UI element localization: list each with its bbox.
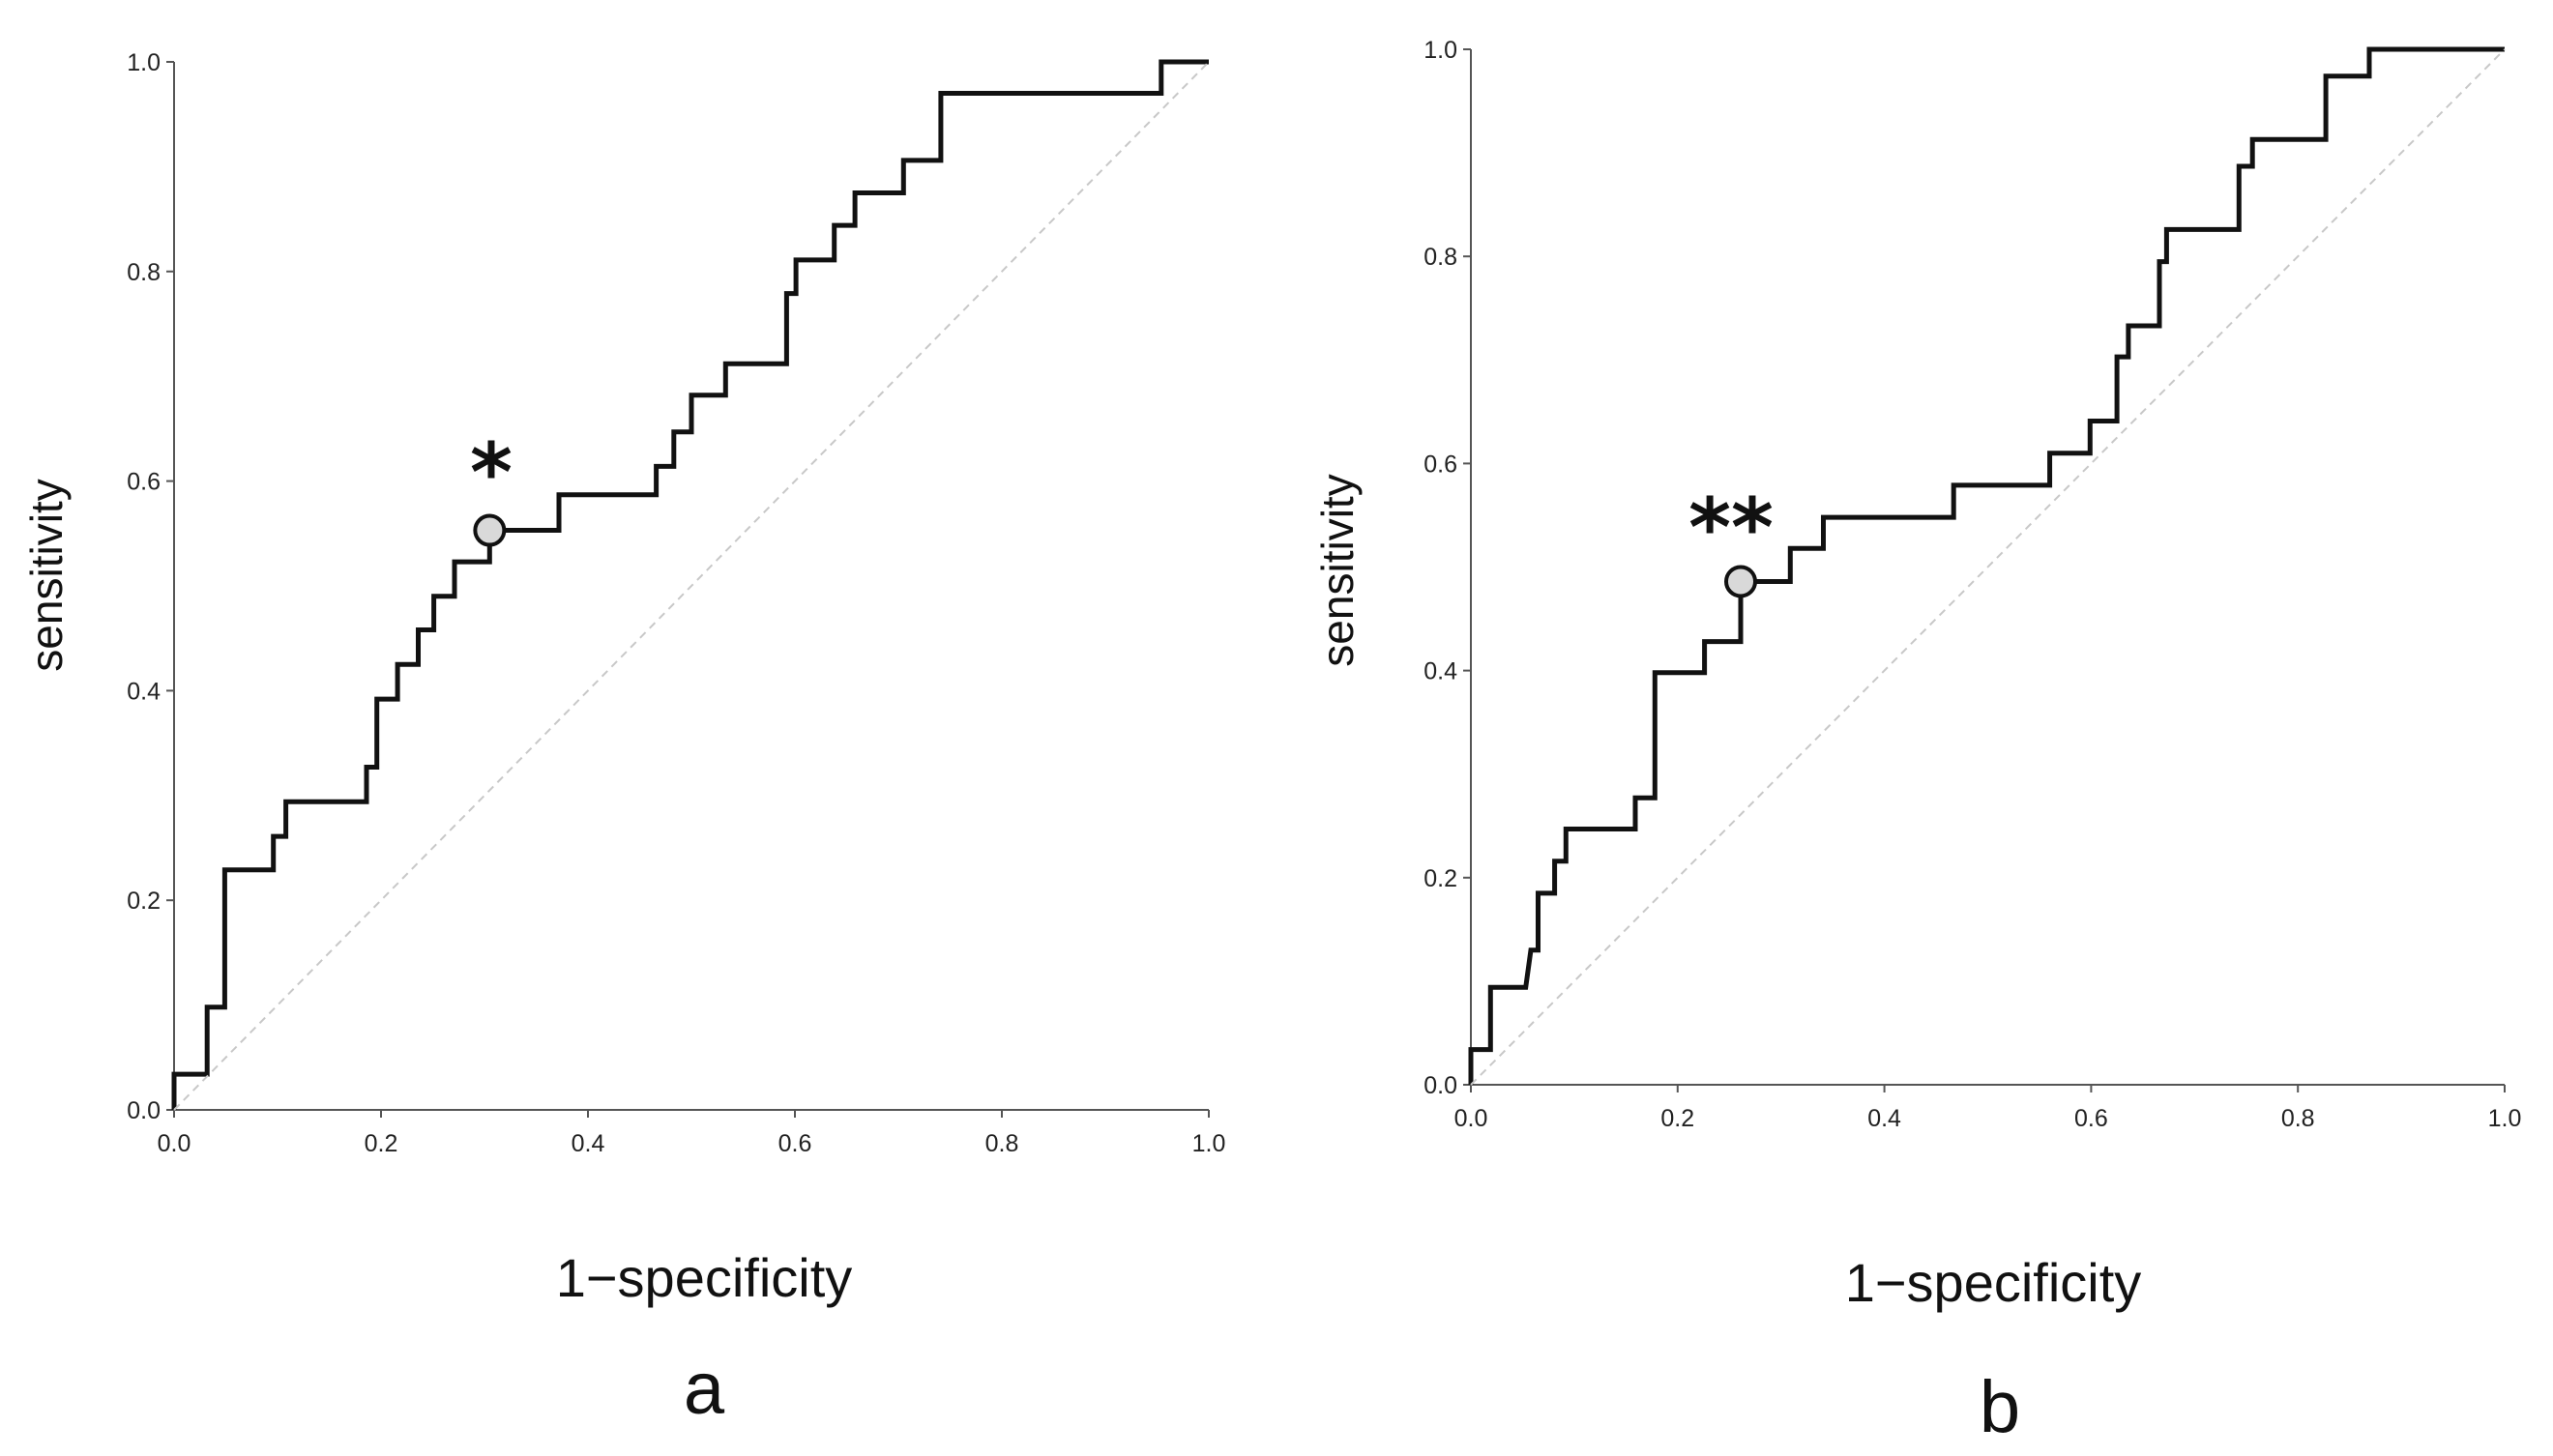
y-tick-label-a: 0.4 — [127, 678, 161, 705]
x-tick-label-b: 0.6 — [2074, 1105, 2108, 1132]
x-axis-label-b: 1−specificity — [1845, 1252, 2142, 1313]
cutoff-point-marker-b — [1724, 565, 1758, 598]
y-tick-label-a: 0.6 — [127, 469, 161, 496]
x-tick-label-b: 0.2 — [1660, 1105, 1694, 1132]
x-tick-label-a: 0.2 — [365, 1130, 398, 1157]
roc-panel-a: 0.0 0.2 0.4 0.6 0.8 1.0 0.0 0.2 0.4 0.6 0.8 1.0 sen… — [21, 39, 1354, 1430]
plot-area-b: 0.0 0.2 0.4 0.6 0.8 1.0 0.0 0.2 0.4 0.6 0.8 1.0 — [1423, 37, 2521, 1132]
cutoff-point-marker-a — [473, 513, 507, 547]
reference-diagonal-line-a — [173, 61, 1210, 1111]
y-tick-label-a: 0.8 — [127, 259, 161, 286]
y-tick-label-b: 0.4 — [1423, 658, 1457, 685]
panel-label-a: a — [684, 1348, 725, 1430]
x-tick-label-b: 0.8 — [2281, 1105, 2315, 1132]
y-tick-label-b: 0.2 — [1423, 865, 1457, 892]
x-tick-label-b: 0.4 — [1867, 1105, 1901, 1132]
y-tick-label-b: 0.6 — [1423, 451, 1457, 478]
cutoff-marker-label-b: ** — [1688, 480, 1774, 575]
x-tick-label-b: 0.0 — [1454, 1105, 1488, 1132]
y-tick-label-b: 1.0 — [1423, 37, 1457, 64]
x-tick-label-a: 0.6 — [778, 1130, 812, 1157]
x-tick-label-a: 0.0 — [158, 1130, 191, 1157]
y-tick-label-b: 0.8 — [1423, 244, 1457, 271]
x-tick-label-a: 0.4 — [572, 1130, 605, 1157]
x-axis-label-a: 1−specificity — [556, 1247, 853, 1308]
y-tick-label-b: 0.0 — [1423, 1072, 1457, 1099]
roc-curve-line-b — [1468, 46, 2505, 1085]
x-tick-label-a: 1.0 — [1192, 1130, 1226, 1157]
roc-curve-line-a — [171, 59, 1209, 1110]
plot-background-a — [97, 39, 1354, 1150]
plot-background-b — [1393, 29, 2553, 1150]
y-tick-label-a: 0.2 — [127, 888, 161, 915]
y-tick-label-a: 0.0 — [127, 1097, 161, 1124]
plot-area-a: 0.0 0.2 0.4 0.6 0.8 1.0 0.0 0.2 0.4 0.6 0.8 1.0 — [127, 49, 1225, 1157]
reference-diagonal-line-b — [1470, 48, 2506, 1086]
panel-label-b: b — [1980, 1366, 2020, 1448]
x-tick-label-a: 0.8 — [985, 1130, 1019, 1157]
roc-panel-b: 0.0 0.2 0.4 0.6 0.8 1.0 0.0 0.2 0.4 0.6 0.8 1.0 sen… — [1312, 29, 2553, 1448]
cutoff-marker-label-a: * — [470, 425, 513, 520]
y-axis-label-b: sensitivity — [1312, 474, 1363, 666]
x-tick-label-b: 1.0 — [2488, 1105, 2522, 1132]
y-axis-label-a: sensitivity — [21, 479, 72, 671]
y-tick-label-a: 1.0 — [127, 49, 161, 76]
